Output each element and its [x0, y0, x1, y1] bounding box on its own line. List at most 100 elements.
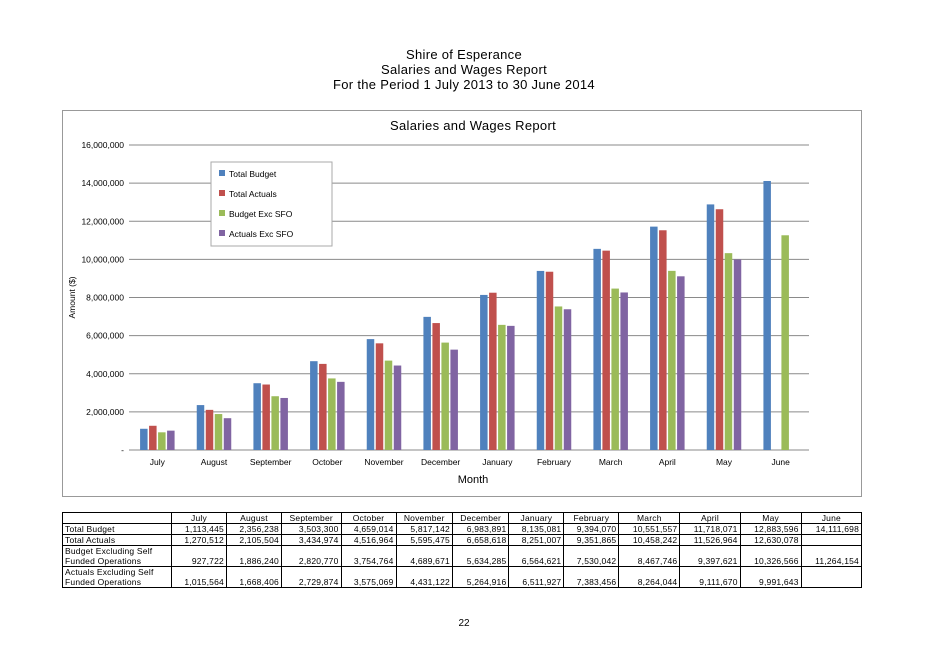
table-cell: 12,630,078 [739, 534, 802, 546]
table-cell [800, 566, 863, 588]
bar [310, 361, 318, 450]
table-cell: 1,015,564 [171, 566, 227, 588]
bar [677, 276, 685, 450]
bar [328, 378, 336, 450]
x-tick-label: June [771, 457, 790, 467]
bar [602, 250, 610, 450]
table-row: Total Actuals 1,270,512 2,105,504 3,434,974… [62, 534, 863, 546]
bar [489, 292, 497, 450]
table-header-cell: January [508, 512, 565, 524]
row-label-line: Total Budget [65, 524, 115, 534]
bar [167, 430, 175, 450]
report-subtitle: Salaries and Wages Report [381, 62, 547, 77]
x-tick-label: February [537, 457, 572, 467]
table-row-label: Actuals Excluding Self Funded Operations [62, 566, 172, 588]
bar [196, 405, 205, 450]
table-cell: 10,551,557 [618, 523, 681, 535]
y-tick-label: 16,000,000 [81, 140, 124, 150]
bar [432, 323, 440, 450]
bar [706, 204, 715, 450]
x-axis-label: Month [458, 474, 489, 486]
table-cell: 2,729,874 [280, 566, 342, 588]
table-cell: 9,351,865 [563, 534, 620, 546]
table-cell: 1,886,240 [225, 545, 282, 567]
bar [659, 230, 667, 450]
table-cell: 11,264,154 [800, 545, 863, 567]
table-cell: 4,516,964 [340, 534, 397, 546]
x-tick-label: April [659, 457, 676, 467]
table-cell: 927,722 [171, 545, 227, 567]
table-cell: 7,530,042 [563, 545, 620, 567]
table-header-cell: July [171, 512, 227, 524]
table-cell: 2,105,504 [225, 534, 282, 546]
bar [733, 259, 742, 450]
table-cell: 3,575,069 [340, 566, 397, 588]
bar [280, 397, 288, 450]
bar [214, 414, 223, 450]
table-cell: 4,689,671 [395, 545, 453, 567]
row-label-line: Funded Operations [65, 577, 142, 587]
table-cell: 1,113,445 [171, 523, 227, 535]
bar [205, 409, 214, 450]
bar [611, 288, 619, 450]
row-label-line: Budget Excluding Self [65, 546, 153, 556]
table-cell: 1,668,406 [225, 566, 282, 588]
table-cell: 3,434,974 [280, 534, 342, 546]
bar [554, 306, 563, 450]
table-cell: 14,111,698 [800, 523, 863, 535]
table-row-label: Total Budget [62, 523, 172, 535]
legend-swatch [219, 210, 225, 216]
bar [271, 396, 279, 450]
bar [262, 384, 270, 450]
bar [724, 253, 733, 450]
y-axis-label: Amount ($) [67, 276, 77, 318]
table-header-blank [62, 512, 172, 524]
bar [650, 226, 658, 450]
table-header-cell: February [563, 512, 620, 524]
table-cell: 8,135,081 [508, 523, 565, 535]
row-label-line: Total Actuals [65, 535, 116, 545]
table-header-cell: October [340, 512, 397, 524]
x-tick-label: December [421, 457, 460, 467]
bar [536, 270, 545, 450]
x-tick-label: July [150, 457, 166, 467]
legend-entry: Actuals Exc SFO [229, 229, 294, 239]
table-row: Total Budget 1,113,445 2,356,238 3,503,300 4… [62, 523, 863, 535]
legend-entry: Total Actuals [229, 189, 277, 199]
legend-swatch [219, 170, 225, 176]
legend-swatch [219, 190, 225, 196]
bar [498, 324, 506, 450]
table-header-cell: March [618, 512, 681, 524]
bar [620, 292, 628, 450]
table-cell: 3,754,764 [340, 545, 397, 567]
legend-box [210, 161, 333, 247]
row-label-line: Funded Operations [65, 556, 142, 566]
table-cell: 8,251,007 [508, 534, 565, 546]
bar [450, 349, 458, 450]
table-cell: 9,394,070 [563, 523, 620, 535]
bar-chart: Salaries and Wages Report - 2,000,000 4,000… [67, 118, 809, 486]
y-tick-label: 12,000,000 [81, 216, 124, 226]
table-cell: 5,817,142 [395, 523, 453, 535]
y-tick-label: 2,000,000 [86, 407, 124, 417]
table-cell: 9,991,643 [739, 566, 802, 588]
table-cell: 1,270,512 [171, 534, 227, 546]
table-header-cell: November [395, 512, 453, 524]
table-cell: 9,111,670 [679, 566, 741, 588]
x-tick-label: August [201, 457, 228, 467]
x-tick-label: May [716, 457, 733, 467]
x-tick-label: January [482, 457, 513, 467]
chart-area: Salaries and Wages Report - 2,000,000 4,000… [62, 110, 862, 497]
bar [140, 428, 148, 450]
table-cell: 8,467,746 [618, 545, 681, 567]
table-cell: 6,983,891 [451, 523, 510, 535]
bar [480, 294, 488, 450]
table-cell: 5,595,475 [395, 534, 453, 546]
table-cell: 5,264,916 [451, 566, 510, 588]
table-header-row: July August September October November Decemb… [62, 512, 863, 524]
table-cell: 6,658,618 [451, 534, 510, 546]
table-cell: 2,820,770 [280, 545, 342, 567]
table-row: Budget Excluding Self Funded Operations 92… [62, 545, 863, 567]
bar [441, 342, 449, 450]
bar [763, 180, 771, 450]
